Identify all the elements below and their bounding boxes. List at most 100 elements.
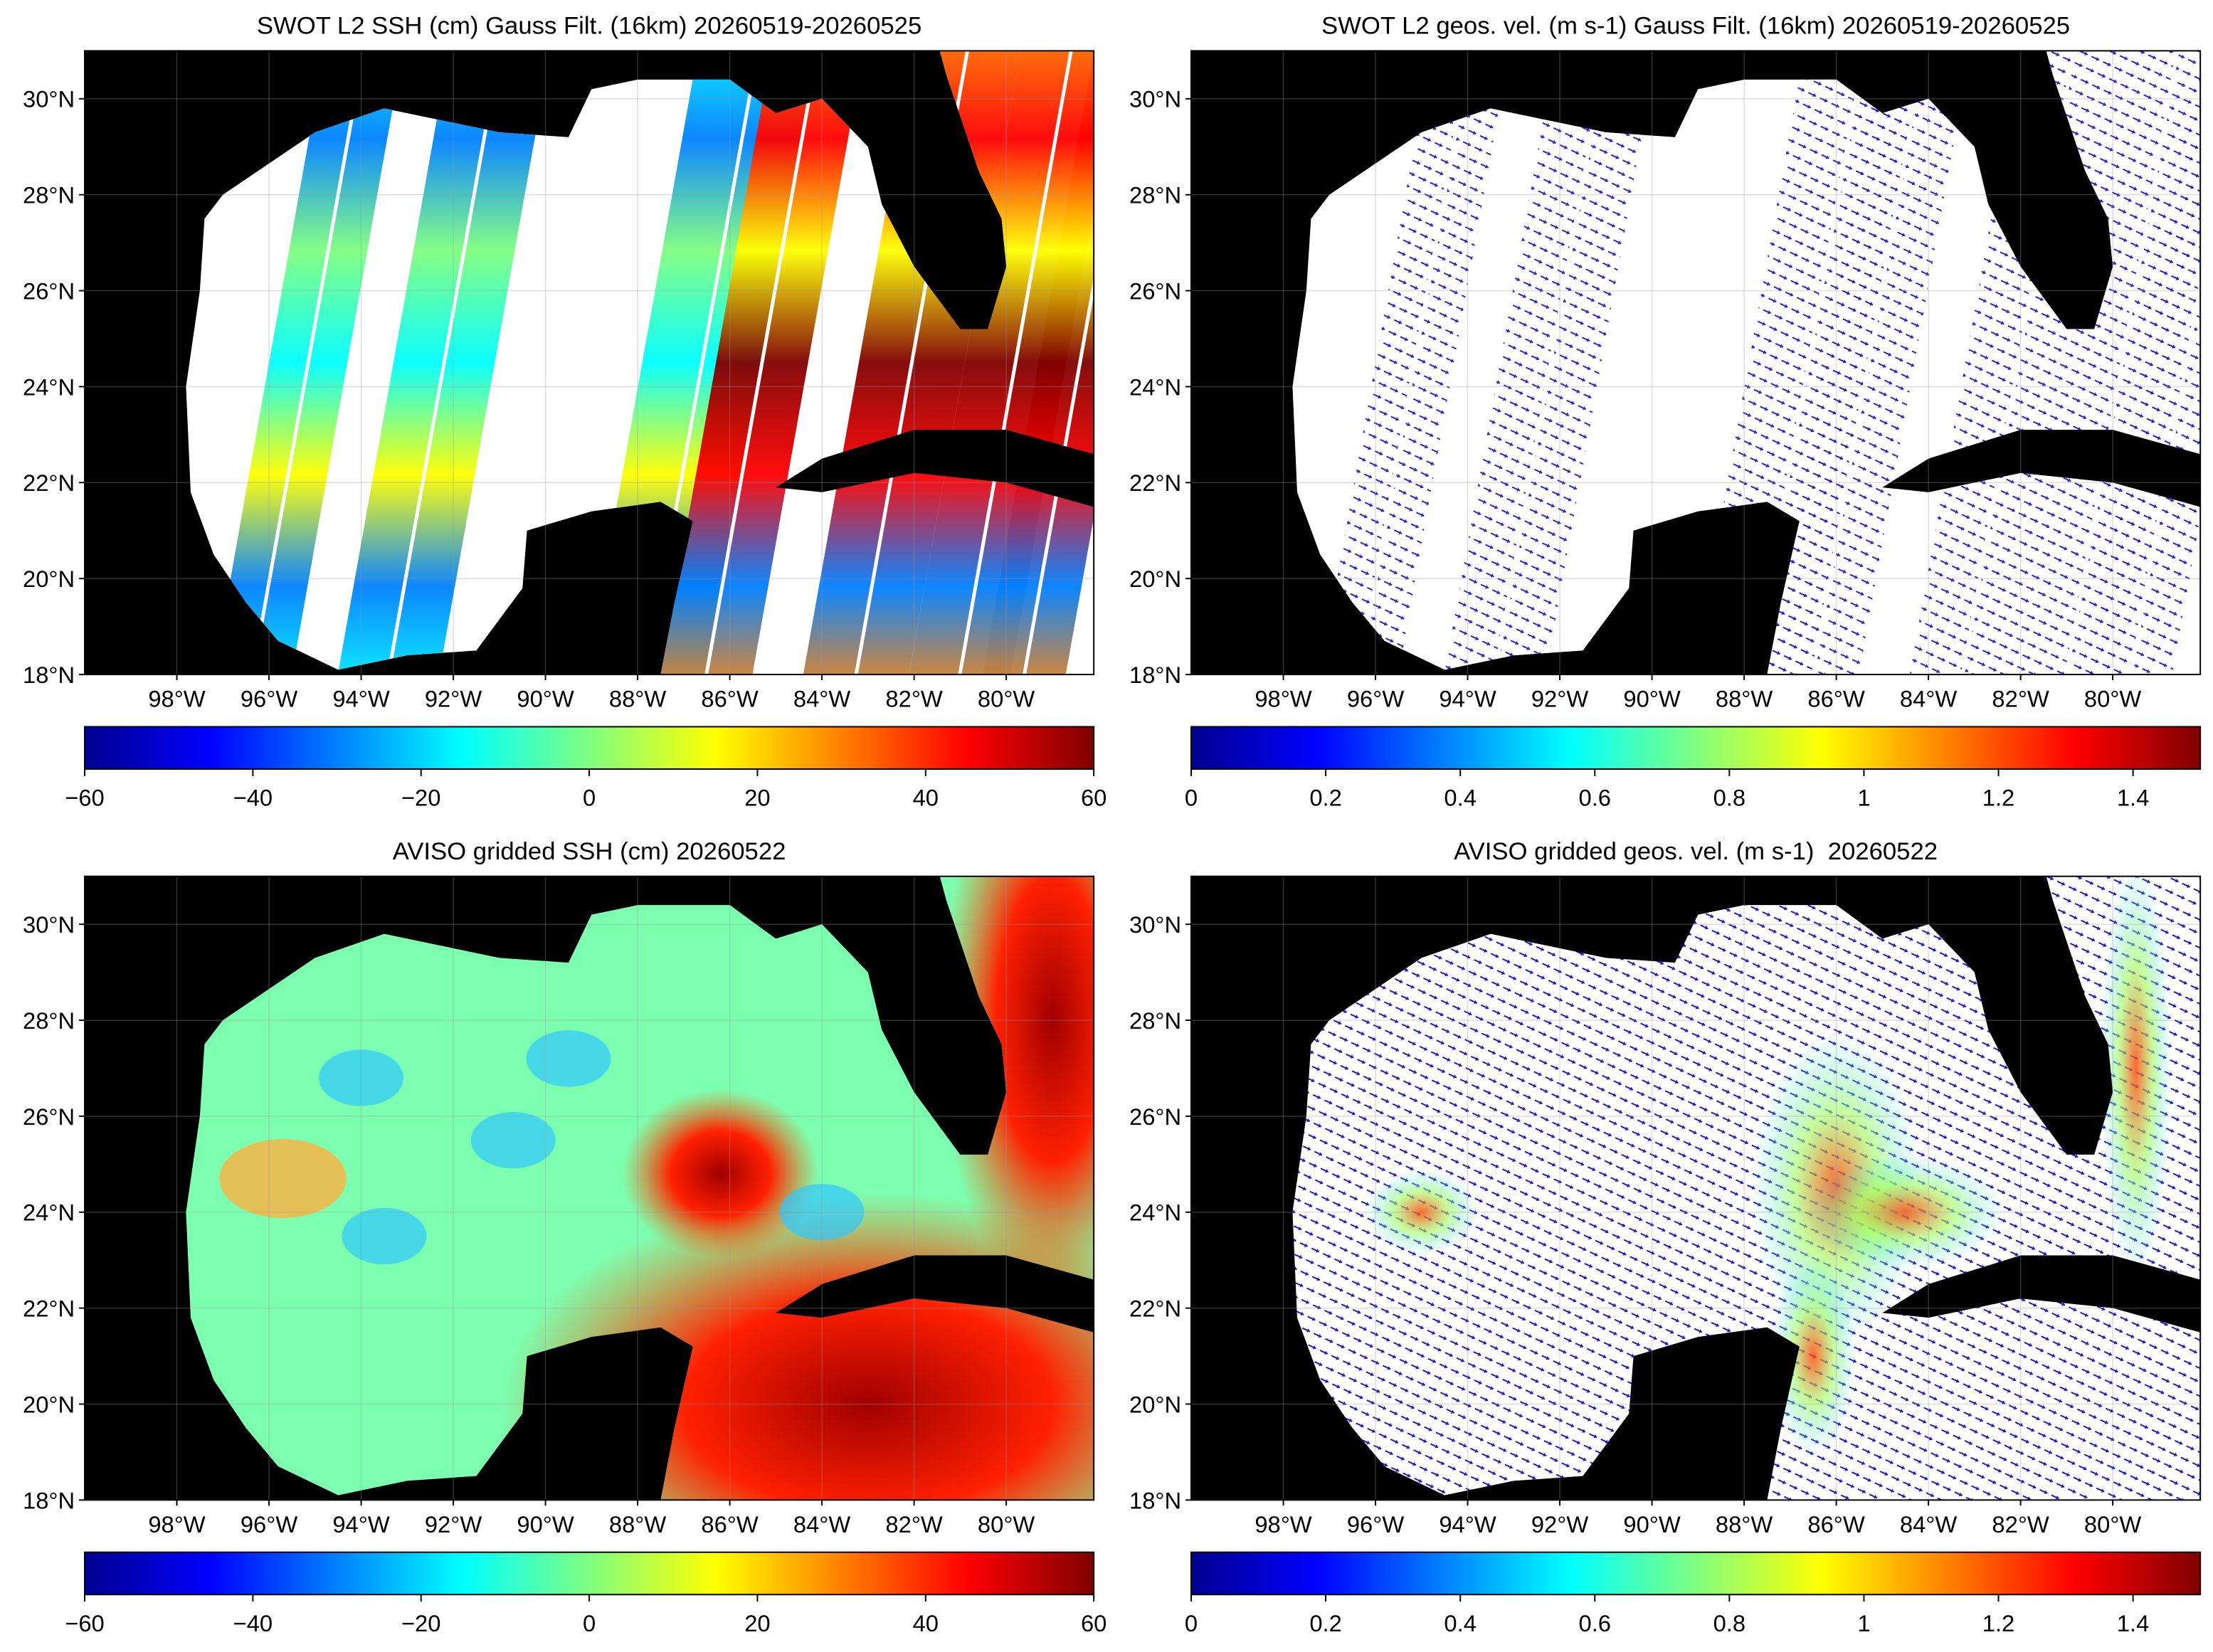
colorbar-tick-label: 20 — [744, 1610, 770, 1636]
x-tick-label: 92°W — [425, 1511, 482, 1537]
colorbar-tick-label: 0.8 — [1713, 1610, 1745, 1636]
x-tick-label: 94°W — [332, 1511, 389, 1537]
y-tick-label: 30°N — [1129, 911, 1181, 938]
colorbar-tick-label: 0.4 — [1444, 785, 1476, 811]
cuba — [776, 1255, 1094, 1333]
x-tick-label: 82°W — [885, 1511, 942, 1537]
y-tick-label: 26°N — [1129, 1103, 1181, 1130]
x-tick-label: 86°W — [1807, 1511, 1864, 1537]
cuba — [1882, 430, 2201, 507]
y-tick-label: 22°N — [1129, 1296, 1181, 1322]
colorbar-tick-label: 1.4 — [2117, 785, 2149, 811]
y-tick-label: 26°N — [23, 277, 75, 304]
y-tick-label: 24°N — [23, 1200, 75, 1226]
colorbar-tick-label: −60 — [65, 1610, 105, 1636]
x-tick-label: 90°W — [517, 686, 574, 712]
colorbar-tick-label: −20 — [401, 1610, 441, 1636]
y-tick-label: 24°N — [1129, 1200, 1181, 1226]
y-tick-label: 30°N — [1129, 86, 1181, 112]
cold-eddy — [319, 1049, 404, 1106]
map-area — [85, 51, 1094, 675]
colorbar-tick-label: 40 — [913, 785, 939, 811]
y-tick-label: 18°N — [1129, 662, 1181, 688]
x-tick-label: 84°W — [1900, 686, 1957, 712]
colorbar — [1190, 1551, 2202, 1596]
y-tick-label: 18°N — [23, 662, 75, 688]
map-frame — [84, 50, 1095, 676]
y-tick-label: 30°N — [23, 86, 75, 112]
x-tick-label: 82°W — [1992, 1511, 2049, 1537]
colorbar-tick-label: 1.2 — [1982, 785, 2014, 811]
swath-gap — [1018, 51, 1094, 675]
x-tick-label: 80°W — [978, 686, 1035, 712]
x-tick-label: 94°W — [1439, 1511, 1496, 1537]
colorbar-tick-label: 1 — [1857, 1610, 1870, 1636]
y-tick-label: 28°N — [1129, 1007, 1181, 1034]
map-title: AVISO gridded SSH (cm) 20260522 — [393, 838, 786, 865]
x-tick-label: 92°W — [425, 686, 482, 712]
x-tick-label: 96°W — [1347, 686, 1404, 712]
fast-current — [2100, 876, 2172, 1280]
x-tick-label: 86°W — [701, 1511, 758, 1537]
y-tick-label: 28°N — [23, 182, 75, 208]
x-tick-label: 82°W — [1992, 686, 2049, 712]
colorbar-tick-label: 1.2 — [1982, 1610, 2014, 1636]
y-tick-label: 18°N — [23, 1487, 75, 1513]
y-tick-label: 22°N — [23, 1296, 75, 1322]
y-tick-label: 20°N — [1129, 566, 1181, 592]
x-tick-label: 80°W — [978, 1511, 1035, 1537]
cold-eddy — [526, 1030, 611, 1087]
colorbar-tick-label: 0.6 — [1579, 1610, 1611, 1636]
warm-eddy — [939, 876, 1094, 1303]
warm-eddy — [621, 1089, 820, 1259]
y-tick-label: 26°N — [1129, 277, 1181, 304]
colorbar-tick-label: 0.6 — [1579, 785, 1611, 811]
x-tick-label: 88°W — [1716, 686, 1773, 712]
y-tick-label: 20°N — [1129, 1391, 1181, 1417]
x-tick-label: 88°W — [1716, 1511, 1773, 1537]
y-tick-label: 28°N — [23, 1007, 75, 1034]
x-tick-label: 80°W — [2084, 686, 2141, 712]
map-title: SWOT L2 SSH (cm) Gauss Filt. (16km) 2026… — [257, 13, 921, 40]
colorbar-tick-label: 0.8 — [1713, 785, 1745, 811]
map-area — [1191, 876, 2201, 1500]
map-frame — [84, 875, 1095, 1501]
colorbar-tick-label: −20 — [401, 785, 441, 811]
x-tick-label: 96°W — [241, 686, 297, 712]
y-tick-label: 24°N — [1129, 374, 1181, 400]
colorbar-tick-label: 60 — [1081, 785, 1106, 811]
cold-eddy — [342, 1207, 427, 1265]
swath-gap — [246, 51, 370, 675]
field — [1365, 876, 2172, 1455]
swath-gap — [1353, 51, 1477, 675]
swath-gap — [382, 51, 506, 675]
x-tick-label: 94°W — [332, 686, 389, 712]
x-tick-label: 90°W — [1623, 1511, 1680, 1537]
colorbar-tick-label: 0 — [1185, 785, 1198, 811]
x-tick-label: 98°W — [1255, 1511, 1311, 1537]
swath-gap — [700, 51, 824, 675]
field — [219, 876, 1094, 1500]
x-tick-label: 80°W — [2084, 1511, 2141, 1537]
x-tick-label: 94°W — [1439, 686, 1496, 712]
map-panel: AVISO gridded geos. vel. (m s-1) 2026052… — [1129, 838, 2202, 1636]
colorbar-tick-label: 0 — [583, 785, 596, 811]
colorbar-tick-label: 0.2 — [1309, 1610, 1341, 1636]
map-area — [1191, 51, 2201, 675]
x-tick-label: 84°W — [793, 686, 850, 712]
fast-current — [1806, 1155, 2005, 1269]
cold-eddy — [779, 1184, 865, 1241]
colorbar-tick-label: 0 — [583, 1610, 596, 1636]
colorbar-tick-label: 1 — [1857, 785, 1870, 811]
x-tick-label: 96°W — [1347, 1511, 1404, 1537]
cuba — [776, 430, 1094, 507]
map-frame — [1190, 50, 2202, 676]
colorbar-tick-label: 0.4 — [1444, 1610, 1476, 1636]
colorbar-tick-label: 60 — [1081, 1610, 1106, 1636]
x-tick-label: 88°W — [609, 1511, 666, 1537]
y-tick-label: 20°N — [23, 566, 75, 592]
cold-eddy — [470, 1111, 556, 1169]
map-title: SWOT L2 geos. vel. (m s-1) Gauss Filt. (… — [1321, 13, 2070, 40]
x-tick-label: 90°W — [1623, 686, 1680, 712]
